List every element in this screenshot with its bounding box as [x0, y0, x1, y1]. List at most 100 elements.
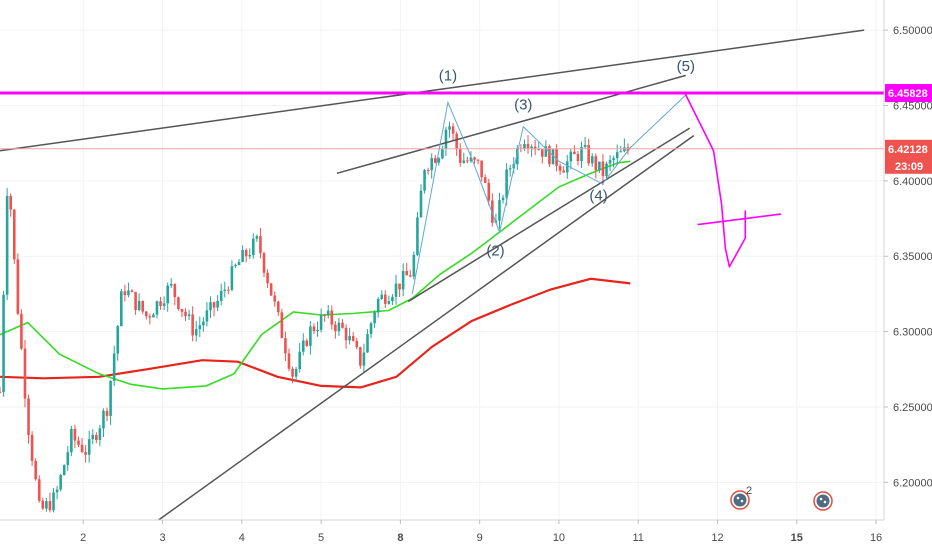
- candle-body: [476, 159, 480, 161]
- countdown-label: 23:09: [895, 161, 923, 173]
- candle-body: [362, 352, 366, 366]
- candle-body: [112, 353, 116, 381]
- candle-body: [37, 479, 41, 501]
- x-tick-label: 2: [80, 532, 86, 544]
- candle-body: [523, 143, 526, 149]
- candle-body: [319, 315, 323, 330]
- candle-body: [123, 291, 127, 296]
- candle-body: [234, 265, 237, 267]
- candle-body: [9, 196, 13, 210]
- candle-body: [66, 452, 70, 466]
- earnings-icon[interactable]: 2: [730, 485, 752, 510]
- candle-body: [533, 146, 537, 150]
- candle-body: [305, 340, 309, 346]
- candle-body: [55, 489, 59, 493]
- candle-body: [134, 291, 137, 311]
- candle-body: [587, 144, 590, 164]
- candle-body: [177, 297, 180, 309]
- axes: [0, 0, 885, 521]
- candle-body: [87, 439, 91, 455]
- candle-body: [198, 325, 202, 330]
- time-axis[interactable]: 2 3 4 5 8 9 10 11 12 15 16: [80, 520, 882, 544]
- projection-cross[interactable]: [697, 213, 782, 226]
- trendline-1[interactable]: [0, 29, 865, 152]
- candle-body: [162, 303, 166, 307]
- candle-body: [416, 217, 419, 255]
- candle-body: [309, 326, 312, 346]
- candle-body: [483, 177, 487, 183]
- candle-body: [384, 294, 387, 304]
- candle-body: [52, 492, 55, 511]
- wave-path-line[interactable]: [411, 94, 687, 294]
- candle-body: [355, 340, 359, 348]
- candle-body: [326, 310, 330, 316]
- y-tick-label: 6.40000: [893, 176, 932, 188]
- candle-body: [316, 329, 319, 332]
- candle-body: [540, 149, 544, 157]
- wave-path[interactable]: [411, 94, 687, 294]
- candle-body: [244, 250, 248, 257]
- candle-body: [180, 308, 184, 312]
- candle-body: [530, 146, 533, 149]
- candle-body: [301, 340, 305, 352]
- candle-body: [191, 314, 194, 336]
- candle-body: [448, 126, 451, 130]
- candle-body: [544, 146, 548, 157]
- candle-body: [262, 253, 266, 273]
- candle-body: [202, 321, 205, 326]
- candle-body: [401, 271, 405, 290]
- candle-body: [398, 283, 401, 290]
- candle-body: [369, 323, 373, 335]
- candle-body: [312, 326, 316, 332]
- ma-slow-line: [0, 277, 631, 389]
- candle-body: [102, 410, 105, 429]
- candle-body: [480, 160, 483, 178]
- candle-body: [323, 315, 326, 317]
- resistance-tag-label: 6.45828: [888, 88, 928, 100]
- candle-body: [373, 312, 376, 324]
- wave-label-4: (4): [589, 187, 607, 204]
- candle-body: [555, 149, 558, 166]
- trendlines[interactable]: [0, 29, 884, 521]
- trendline-3[interactable]: [407, 127, 691, 303]
- x-tick-label: 12: [711, 532, 723, 544]
- resistance-tag: [885, 84, 932, 103]
- candle-body: [152, 314, 155, 318]
- candle-body: [526, 143, 530, 149]
- svg-text:2: 2: [746, 485, 752, 497]
- candle-body: [433, 158, 437, 163]
- trendline-4[interactable]: [158, 135, 695, 521]
- candle-body: [569, 151, 573, 162]
- candle-body: [45, 501, 48, 509]
- projection-path[interactable]: [684, 94, 747, 268]
- price-axis[interactable]: 6.50000 6.45000 6.40000 6.35000 6.30000 6.250…: [884, 25, 932, 489]
- candle-body: [248, 255, 252, 257]
- candle-body: [608, 160, 612, 164]
- candle-body: [294, 369, 298, 377]
- candle-body: [184, 311, 187, 317]
- y-tick-label: 6.25000: [893, 402, 932, 414]
- candle-body: [412, 254, 416, 277]
- candle-body: [619, 151, 623, 153]
- candle-body: [562, 170, 565, 173]
- x-tick-label: 3: [159, 532, 165, 544]
- candle-body: [487, 182, 491, 201]
- event-icons[interactable]: 2: [730, 485, 833, 511]
- y-tick-label: 6.45000: [893, 101, 932, 113]
- y-tick-label: 6.30000: [893, 327, 932, 339]
- candle-body: [348, 336, 351, 341]
- candle-body: [173, 283, 177, 298]
- candle-body: [2, 294, 5, 393]
- candle-body: [576, 154, 580, 162]
- projection-drawing[interactable]: [684, 94, 782, 268]
- dividend-icon[interactable]: [813, 491, 833, 511]
- candle-body: [376, 298, 380, 313]
- candle-body: [391, 296, 394, 302]
- x-tick-label: 16: [870, 532, 882, 544]
- candle-body: [537, 149, 541, 151]
- candle-body: [280, 312, 284, 339]
- wave-label-1: (1): [439, 68, 457, 85]
- candle-body: [91, 435, 95, 440]
